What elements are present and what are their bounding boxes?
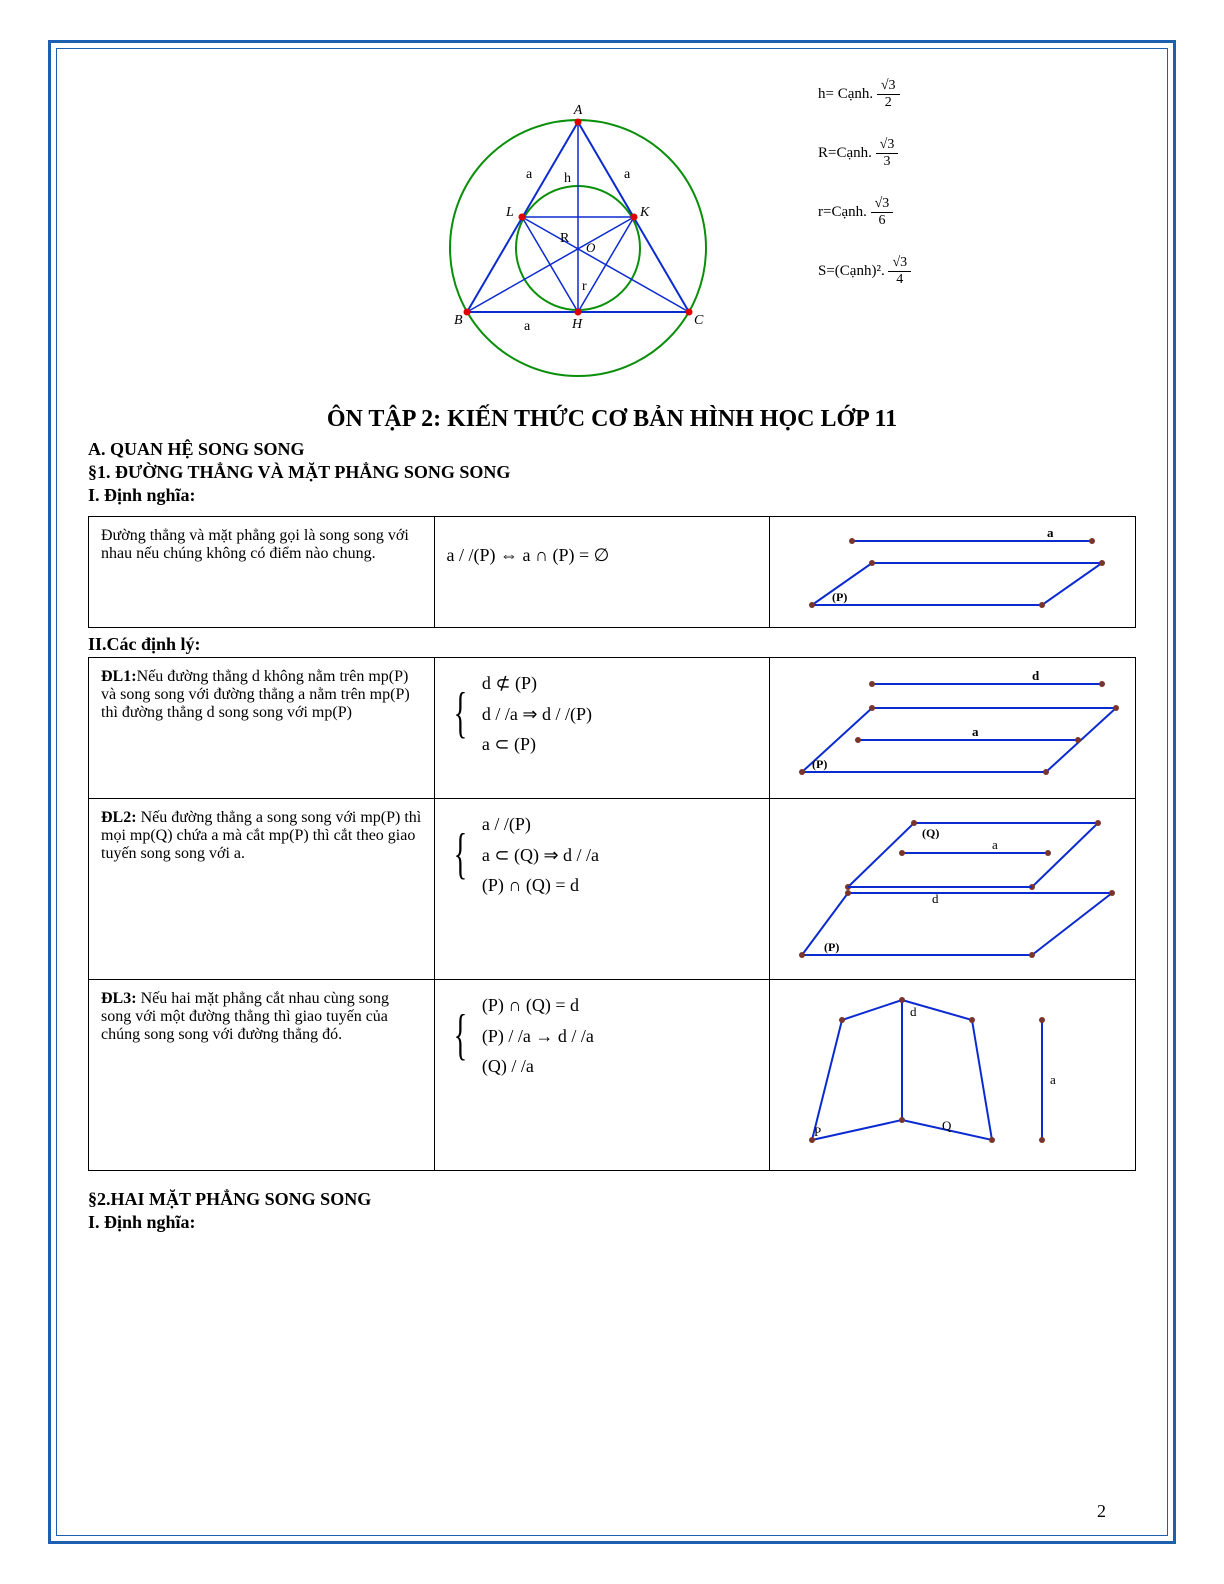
label-r-big: R (560, 231, 570, 246)
dl2-math-1: a / /(P) (482, 809, 599, 840)
label-a-right: a (624, 167, 631, 182)
dl3-text: Nếu hai mặt phẳng cắt nhau cùng song son… (101, 990, 389, 1043)
formula-s-lhs: S=(Cạnh)². (818, 263, 885, 279)
heading-s1: §1. ĐƯỜNG THẲNG VÀ MẶT PHẲNG SONG SONG (88, 462, 1136, 483)
heading-i: I. Định nghĩa: (88, 485, 1136, 506)
def-math: a / /(P) ⇔ a ∩ (P) = ∅ (434, 517, 769, 628)
formula-s-num: √3 (888, 255, 911, 272)
label-r-small: r (582, 279, 587, 294)
label-h: H (571, 317, 583, 332)
dl1-math-1: d ⊄ (P) (482, 668, 592, 699)
table-row: ĐL3: Nếu hai mặt phẳng cắt nhau cùng son… (89, 980, 1136, 1171)
dl1-p-label: (P) (812, 757, 827, 771)
vertex-a-dot (575, 119, 582, 126)
formula-s: S=(Cạnh)². √34 (818, 255, 911, 288)
table-row: ĐL2: Nếu đường thẳng a song song với mp(… (89, 799, 1136, 980)
formula-stack: h= Cạnh. √32 R=Cạnh. √33 r=Cạnh. √36 S=(… (818, 78, 911, 314)
dl2-d-label: d (932, 891, 939, 906)
title-block: ÔN TẬP 2: KIẾN THỨC CƠ BẢN HÌNH HỌC LỚP … (88, 406, 1136, 433)
vertex-b-dot (464, 309, 471, 316)
formula-h-den: 2 (877, 95, 900, 111)
dl3-label: ĐL3: (101, 990, 137, 1007)
page-number: 2 (1097, 1501, 1106, 1522)
formula-r-big: R=Cạnh. √33 (818, 137, 911, 170)
fig-p-label: (P) (832, 590, 847, 604)
dl3-figure: P Q d a (769, 980, 1135, 1171)
heading-a: A. QUAN HỆ SONG SONG (88, 439, 1136, 460)
dl3-p-label: P (814, 1124, 821, 1139)
dl1-figure: d a (P) (769, 658, 1135, 799)
formula-r2-lhs: r=Cạnh. (818, 204, 867, 220)
label-a-vertex: A (573, 103, 583, 118)
dl3-math-cell: { (P) ∩ (Q) = d (P) / /a → d / /a (Q) / … (434, 980, 769, 1171)
dl3-text-cell: ĐL3: Nếu hai mặt phẳng cắt nhau cùng son… (89, 980, 435, 1171)
point-k-dot (631, 214, 638, 221)
theorems-table: ĐL1:Nếu đường thẳng d không nằm trên mp(… (88, 657, 1136, 1171)
point-h-dot (575, 309, 582, 316)
formula-s-den: 4 (888, 272, 911, 288)
vertex-c-dot (686, 309, 693, 316)
formula-r-small: r=Cạnh. √36 (818, 196, 911, 229)
median-bk (467, 217, 634, 312)
dl2-text-cell: ĐL2: Nếu đường thẳng a song song với mp(… (89, 799, 435, 980)
table-row: ĐL1:Nếu đường thẳng d không nằm trên mp(… (89, 658, 1136, 799)
label-a-left: a (526, 167, 533, 182)
page-title: ÔN TẬP 2: KIẾN THỨC CƠ BẢN HÌNH HỌC LỚP … (88, 406, 1136, 433)
dl2-label: ĐL2: (101, 809, 137, 826)
dl3-d-label: d (910, 1004, 917, 1019)
label-l: L (505, 205, 514, 220)
formula-r-num: √3 (876, 137, 899, 154)
heading-ii: II.Các định lý: (88, 634, 1136, 655)
dl2-q-label: (Q) (922, 826, 939, 840)
formula-r-den: 3 (876, 154, 899, 170)
dl2-a-label: a (992, 837, 998, 852)
triangle-diagram-region: A B C H L K O R r a a a h h= Cạnh. √32 R… (88, 68, 1136, 398)
dl3-math-1: (P) ∩ (Q) = d (482, 990, 594, 1021)
dl2-math-2: a ⊂ (Q) ⇒ d / /a (482, 840, 599, 871)
dl3-math-3: (Q) / /a (482, 1051, 594, 1082)
label-c-vertex: C (694, 313, 704, 328)
formula-h-num: √3 (877, 78, 900, 95)
def-math-expr: a / /(P) ⇔ a ∩ (P) = ∅ (447, 545, 757, 566)
median-cl (522, 217, 689, 312)
dl1-label: ĐL1: (101, 668, 137, 685)
table-row: Đường thẳng và mặt phẳng gọi là song son… (89, 517, 1136, 628)
dl1-a-label: a (972, 724, 979, 739)
dl1-math-cell: { d ⊄ (P) d / /a ⇒ d / /(P) a ⊂ (P) (434, 658, 769, 799)
brace-icon: { (453, 832, 466, 877)
point-l-dot (519, 214, 526, 221)
heading-i-2: I. Định nghĩa: (88, 1212, 1136, 1233)
dl1-text: Nếu đường thẳng d không nằm trên mp(P) v… (101, 668, 410, 721)
label-h-segment: h (564, 171, 571, 186)
label-a-bottom: a (524, 319, 531, 334)
dl1-math-2: d / /a ⇒ d / /(P) (482, 699, 592, 730)
formula-h-lhs: h= Cạnh. (818, 86, 873, 102)
label-b-vertex: B (454, 313, 463, 328)
dl2-p-label: (P) (824, 940, 839, 954)
brace-icon: { (453, 691, 466, 736)
label-o: O (586, 240, 596, 255)
dl3-q-label: Q (942, 1118, 952, 1133)
def-text: Đường thẳng và mặt phẳng gọi là song son… (89, 517, 435, 628)
heading-s2: §2.HAI MẶT PHẲNG SONG SONG (88, 1189, 1136, 1210)
fig-a-label: a (1047, 527, 1054, 540)
formula-r-lhs: R=Cạnh. (818, 145, 872, 161)
definition-table: Đường thẳng và mặt phẳng gọi là song son… (88, 516, 1136, 628)
brace-icon: { (453, 1013, 466, 1058)
formula-r2-den: 6 (871, 213, 894, 229)
dl3-a-label: a (1050, 1072, 1056, 1087)
dl2-math-cell: { a / /(P) a ⊂ (Q) ⇒ d / /a (P) ∩ (Q) = … (434, 799, 769, 980)
dl1-math-3: a ⊂ (P) (482, 729, 592, 760)
dl1-d-label: d (1032, 668, 1040, 683)
formula-h: h= Cạnh. √32 (818, 78, 911, 111)
label-k: K (639, 205, 650, 220)
dl2-text: Nếu đường thẳng a song song với mp(P) th… (101, 809, 421, 862)
dl1-text-cell: ĐL1:Nếu đường thẳng d không nằm trên mp(… (89, 658, 435, 799)
dl2-math-3: (P) ∩ (Q) = d (482, 870, 599, 901)
dl2-figure: (Q) a (P) d (769, 799, 1135, 980)
def-figure: a (P) (769, 517, 1135, 628)
formula-r2-num: √3 (871, 196, 894, 213)
page-content: A B C H L K O R r a a a h h= Cạnh. √32 R… (48, 40, 1176, 1544)
dl3-math-2: (P) / /a → d / /a (482, 1021, 594, 1052)
